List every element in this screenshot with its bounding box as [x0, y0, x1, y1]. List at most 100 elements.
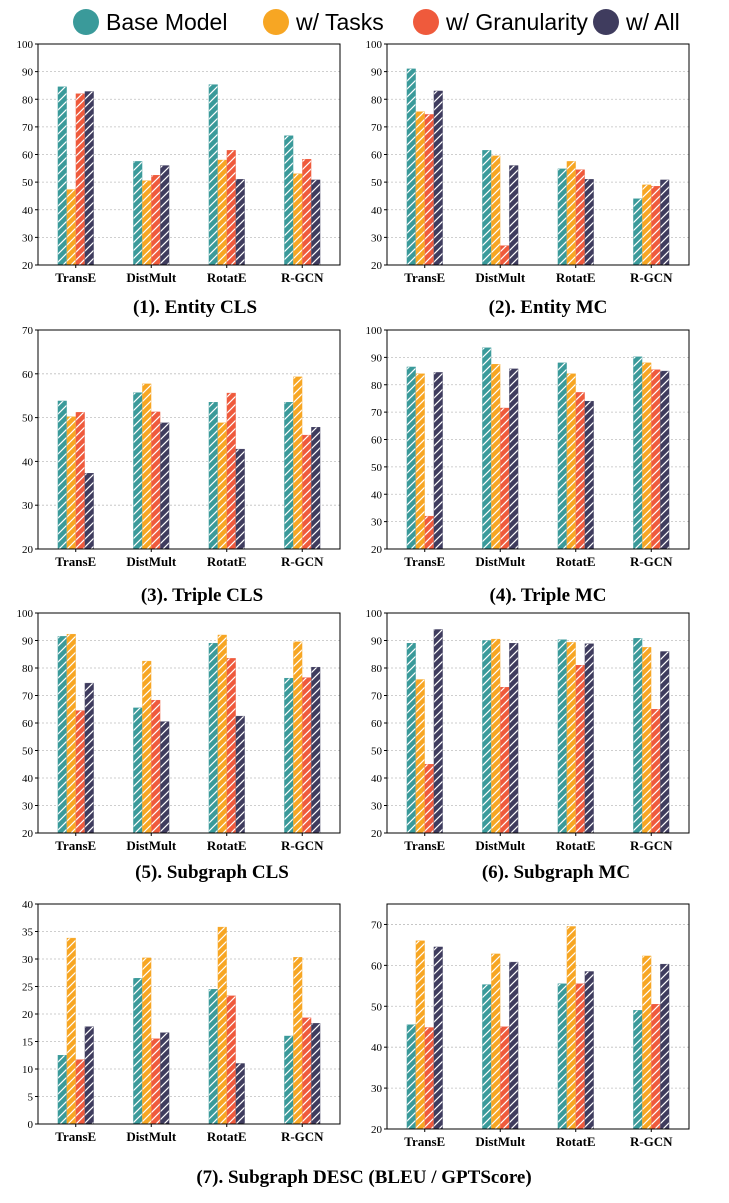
bar-w-granularity-r-gcn — [302, 677, 312, 834]
plot-frame — [386, 43, 690, 266]
bar-w-granularity-rotate — [226, 658, 236, 834]
bar-base-model-rotate — [208, 402, 218, 550]
y-tick-label: 70 — [371, 691, 383, 703]
y-tick-label: 30 — [371, 801, 383, 813]
chart-panel-3: 20 30 40 50 60 70 TransE DistMult RotatE R-GCN (3)… — [22, 325, 341, 606]
bar-w-granularity-r-gcn — [302, 1017, 312, 1125]
x-tick-label-distmult: DistMult — [126, 554, 177, 569]
bar-w-tasks-transe — [415, 679, 425, 834]
bar-base-model-distmult — [133, 161, 143, 266]
bar-w-all-distmult — [160, 422, 170, 550]
x-tick-label-rotate: RotatE — [207, 270, 247, 285]
bar-w-all-distmult — [160, 1032, 170, 1125]
bar-w-granularity-distmult — [151, 1038, 161, 1125]
y-tick-label: 70 — [22, 122, 34, 134]
x-tick-label-rotate: RotatE — [556, 838, 596, 853]
chart-panel-4: 20 30 40 50 60 70 80 90 100 TransE DistMult RotatE R… — [366, 325, 690, 606]
y-tick-label: 0 — [28, 1119, 34, 1131]
y-tick-label: 20 — [371, 1124, 383, 1136]
x-tick-label-rotate: RotatE — [207, 1129, 247, 1144]
bar-w-granularity-r-gcn — [651, 709, 661, 834]
bar-w-tasks-r-gcn — [293, 173, 303, 266]
y-tick-label: 60 — [371, 435, 383, 447]
bar-w-all-r-gcn — [311, 1023, 321, 1125]
bar-w-all-r-gcn — [311, 179, 321, 266]
y-tick-label: 30 — [371, 517, 383, 529]
plot-frame — [37, 612, 341, 834]
legend-label: w/ Tasks — [295, 9, 384, 35]
bar-w-granularity-transe — [424, 764, 434, 834]
bar-base-model-r-gcn — [284, 1035, 294, 1125]
bar-w-granularity-distmult — [500, 687, 510, 834]
x-tick-label-distmult: DistMult — [126, 1129, 177, 1144]
bar-w-all-r-gcn — [660, 651, 670, 834]
bar-w-tasks-distmult — [491, 155, 501, 266]
y-tick-label: 60 — [371, 718, 383, 730]
x-tick-label-rotate: RotatE — [556, 554, 596, 569]
x-tick-label-transe: TransE — [55, 838, 96, 853]
bar-w-tasks-transe — [66, 937, 76, 1125]
y-tick-label: 40 — [371, 773, 383, 785]
bar-base-model-r-gcn — [633, 1010, 643, 1130]
x-tick-label-transe: TransE — [404, 270, 445, 285]
bar-w-all-transe — [84, 1026, 94, 1125]
y-tick-label: 60 — [22, 718, 34, 730]
bar-w-granularity-distmult — [151, 699, 161, 834]
bar-w-tasks-r-gcn — [293, 376, 303, 550]
bar-w-all-distmult — [509, 165, 519, 266]
bar-base-model-rotate — [557, 983, 567, 1130]
panel-title: (3). Triple CLS — [141, 585, 263, 606]
x-tick-label-rotate: RotatE — [207, 554, 247, 569]
bar-w-all-transe — [433, 90, 443, 266]
legend-label: w/ All — [625, 9, 680, 35]
bar-w-tasks-rotate — [566, 161, 576, 266]
bar-w-granularity-rotate — [226, 995, 236, 1125]
y-tick-label: 80 — [371, 94, 383, 106]
bar-w-all-rotate — [235, 448, 245, 550]
bar-w-granularity-r-gcn — [651, 369, 661, 550]
bar-w-all-rotate — [235, 1063, 245, 1125]
bar-w-tasks-rotate — [217, 634, 227, 834]
bar-w-granularity-distmult — [500, 1026, 510, 1130]
x-tick-label-r-gcn: R-GCN — [281, 838, 324, 853]
y-tick-label: 70 — [22, 325, 34, 337]
y-tick-label: 40 — [22, 899, 34, 911]
bar-base-model-distmult — [482, 640, 492, 834]
bar-w-all-r-gcn — [660, 370, 670, 550]
bar-base-model-distmult — [482, 984, 492, 1130]
bar-w-all-r-gcn — [311, 666, 321, 834]
bar-w-tasks-rotate — [217, 422, 227, 550]
y-tick-label: 90 — [22, 67, 34, 79]
bar-base-model-transe — [406, 1024, 416, 1130]
bar-w-all-transe — [433, 372, 443, 550]
bar-w-granularity-transe — [424, 1027, 434, 1130]
bar-w-granularity-distmult — [151, 175, 161, 266]
y-tick-label: 20 — [371, 544, 383, 556]
bar-w-all-r-gcn — [311, 427, 321, 550]
y-tick-label: 40 — [22, 773, 34, 785]
y-tick-label: 40 — [22, 456, 34, 468]
bar-w-granularity-rotate — [575, 392, 585, 550]
y-tick-label: 60 — [371, 150, 383, 162]
bar-w-granularity-rotate — [575, 169, 585, 266]
bar-w-tasks-rotate — [566, 642, 576, 834]
plot-frame — [386, 612, 690, 834]
bar-w-all-transe — [84, 473, 94, 550]
panel-title: (2). Entity MC — [489, 297, 608, 318]
bar-w-granularity-distmult — [500, 245, 510, 266]
y-tick-label: 40 — [371, 489, 383, 501]
bar-base-model-rotate — [208, 643, 218, 834]
bar-w-all-rotate — [584, 643, 594, 834]
y-tick-label: 100 — [366, 39, 383, 51]
y-tick-label: 20 — [371, 260, 383, 272]
bar-w-tasks-distmult — [491, 364, 501, 550]
y-tick-label: 20 — [371, 828, 383, 840]
legend-label: w/ Granularity — [445, 9, 588, 35]
legend-marker — [263, 9, 289, 35]
bar-base-model-transe — [57, 400, 67, 550]
bar-w-granularity-r-gcn — [302, 158, 312, 266]
legend: Base Model w/ Tasks w/ Granularity w/ All — [73, 9, 680, 35]
bar-w-all-rotate — [235, 179, 245, 266]
bar-base-model-rotate — [557, 639, 567, 834]
